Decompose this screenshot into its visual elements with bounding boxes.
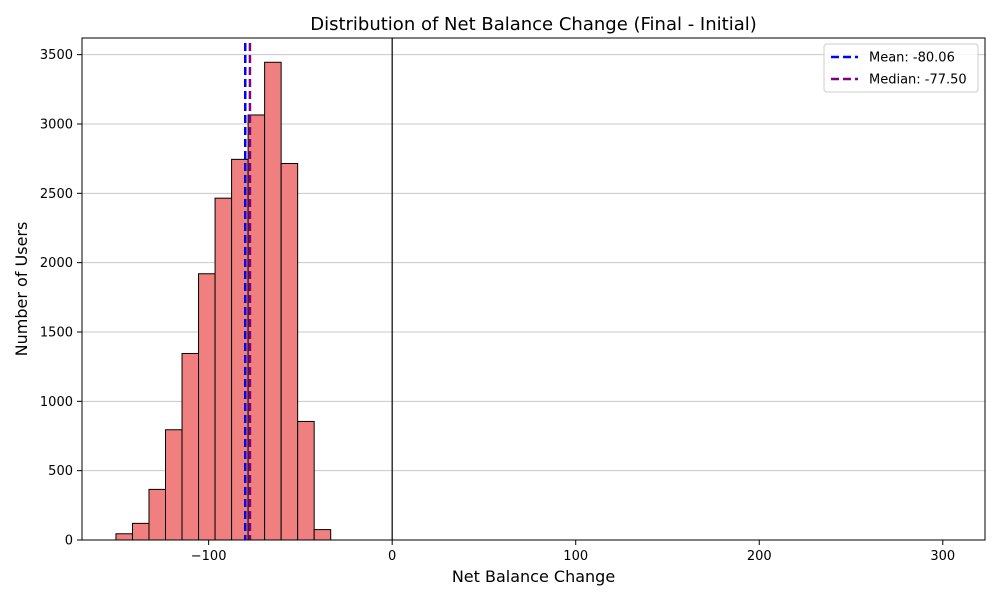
histogram-bar [181,352,200,541]
histogram-bar [280,163,299,541]
legend-entry: Mean: -80.06 [869,51,955,66]
y-axis-label: Number of Users [12,222,31,357]
legend-entry: Median: -77.50 [869,73,967,88]
histogram-bars [115,61,332,541]
x-tick-label: 200 [747,549,772,564]
legend: Mean: -80.06 Median: -77.50 [823,43,979,93]
y-tick-label: 0 [65,534,73,549]
histogram-bar [115,533,133,541]
histogram-bar [148,488,167,541]
y-tick-label: 2000 [40,256,73,271]
x-axis-label: Net Balance Change [452,567,615,586]
x-tick-label: 100 [563,549,588,564]
histogram-bar [297,420,315,541]
plot-frame [81,37,986,541]
histogram-bar [165,429,183,541]
histogram-bar [131,522,150,541]
y-tick-label: 3000 [40,117,73,132]
y-axis-ticks: 0 500 1000 1500 2000 2500 3000 3500 [40,48,82,549]
chart-title: Distribution of Net Balance Change (Fina… [310,14,757,35]
histogram-bar [198,273,216,541]
x-tick-label: 300 [930,549,955,564]
y-tick-label: 500 [48,464,73,479]
histogram-bar [264,61,282,541]
y-tick-label: 3500 [40,48,73,63]
x-axis-ticks: −100 0 100 200 300 [191,540,955,564]
y-tick-label: 1000 [40,395,73,410]
y-tick-label: 2500 [40,187,73,202]
legend-box [823,43,979,93]
histogram-bar [214,197,233,541]
x-tick-label: −100 [191,549,227,564]
y-tick-label: 1500 [40,325,73,340]
histogram-bar [313,529,332,541]
x-tick-label: 0 [388,549,396,564]
reference-lines [243,38,393,540]
